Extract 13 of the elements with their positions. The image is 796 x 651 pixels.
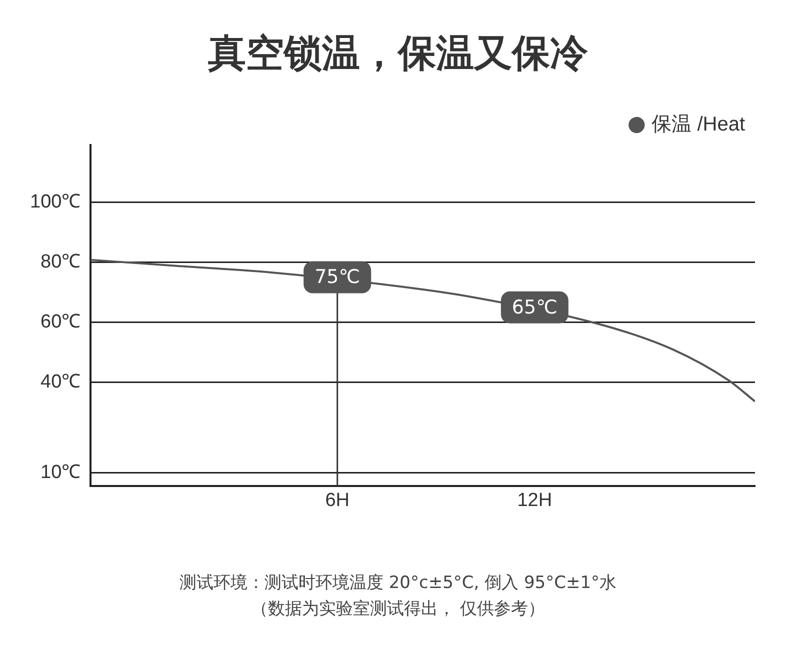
y-tick-label: 80℃ [40,251,81,272]
y-tick-label: 60℃ [40,312,81,333]
legend-label: 保温 /Heat [652,114,746,136]
y-tick-label: 10℃ [40,462,81,483]
x-tick-label: 12H [517,490,552,511]
y-tick-label: 40℃ [40,372,81,393]
text: 测试环境：测试时环境温度 20°c±5°C, 倒入 95°C±1°水 [178,572,618,595]
y-tick-label: 100℃ [30,191,81,212]
text: （数据为实验室测试得出， 仅供参考） [250,598,546,621]
x-tick-label: 6H [325,490,350,511]
annotation: 65℃ [512,296,558,318]
annotation: 75℃ [314,266,360,288]
chart-title: 真空锁温，保温又保冷 [207,30,589,77]
